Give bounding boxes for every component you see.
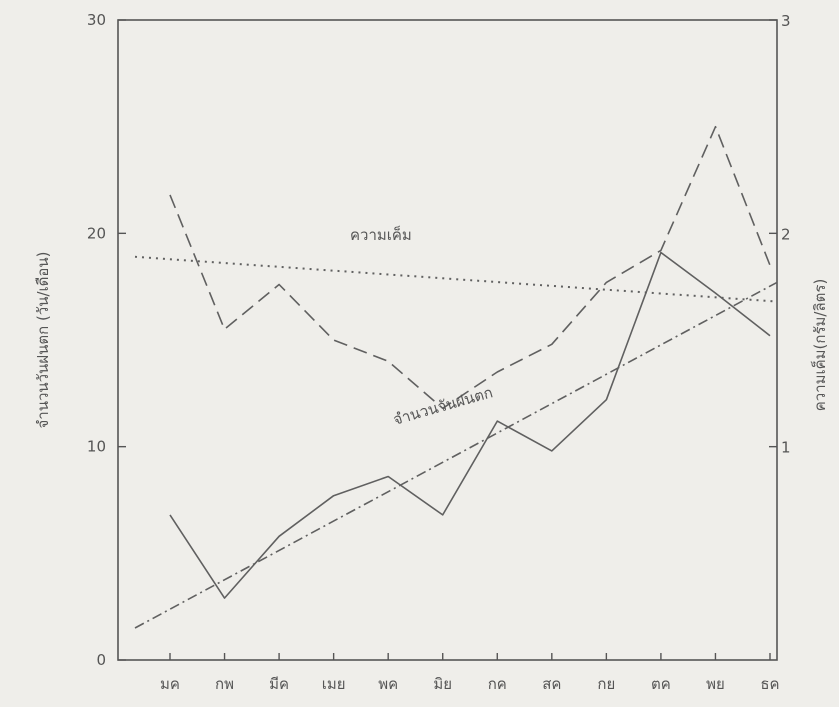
annotation-salinity: ความเค็ม [350,225,412,244]
ticks [118,19,777,661]
labels: จำนวนวันฝนตก (วัน/เดือน) ความเค็ม(กรัม/ล… [34,11,829,693]
y-tick-label-right: 3 [781,12,791,30]
x-tick-label: กพ [215,675,234,693]
y-axis-title-left: จำนวนวันฝนตก (วัน/เดือน) [34,251,52,428]
x-tick-label: มค [160,675,180,693]
annotation-rainy-days: จำนวนวันฝนตก [391,383,495,429]
x-tick-label: มีค [269,675,289,693]
x-tick-label: กค [488,675,507,693]
x-tick-label: พย [706,675,725,693]
y-tick-label-left: 0 [96,651,106,669]
series-layer [134,125,778,629]
x-tick-label: สค [542,675,561,693]
y-tick-label-right: 2 [781,225,791,243]
series-line-4 [134,255,778,303]
plot-frame [117,19,778,661]
x-tick-label: ตค [651,675,671,693]
x-tick-label: เมย [322,675,346,693]
x-tick-label: พค [378,675,398,693]
x-tick-label: มิย [433,675,452,693]
y-tick-label-left: 20 [87,224,106,242]
series-line-1 [169,251,771,599]
series-line-3 [134,281,778,629]
y-tick-label-right: 1 [781,439,791,457]
y-tick-label-left: 30 [87,11,106,29]
y-tick-label-left: 10 [87,438,106,456]
x-tick-label: กย [597,675,615,693]
series-line-2 [169,125,771,410]
x-tick-label: ธค [760,675,779,693]
y-axis-title-right: ความเค็ม(กรัม/ลิตร) [810,279,829,412]
